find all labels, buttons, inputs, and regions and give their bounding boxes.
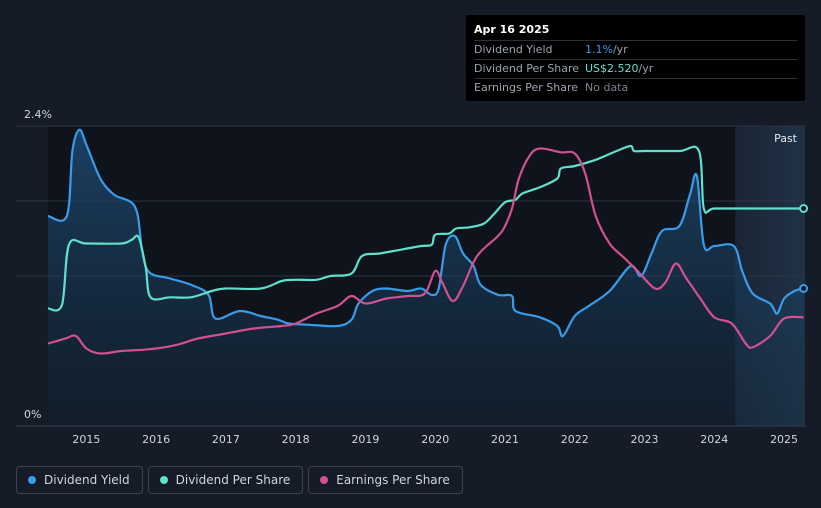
tooltip-label: Dividend Per Share	[474, 62, 580, 75]
dividend-yield-end-marker	[799, 284, 809, 293]
x-tick-label: 2017	[212, 433, 240, 446]
dividend-per-share-end-marker	[799, 204, 809, 213]
x-tick-label: 2021	[491, 433, 519, 446]
x-tick-label: 2015	[72, 433, 100, 446]
tooltip-value: No data	[585, 81, 629, 94]
tooltip-label: Dividend Yield	[474, 43, 553, 56]
dividend-yield-area	[48, 129, 804, 426]
tooltip-row-dividend-yield: Dividend Yield 1.1% /yr	[474, 40, 797, 59]
legend-dot	[320, 476, 329, 484]
past-label: Past	[774, 132, 798, 145]
axis-layer: 2015 2016 2017 2018 2019 2020 2021 2022 2023 2024…	[24, 108, 798, 446]
legend: Dividend Yield Dividend Per Share Earnin…	[16, 466, 463, 494]
x-tick-label: 2025	[770, 433, 798, 446]
y-tick-label: 2.4%	[24, 108, 52, 121]
x-tick-label: 2016	[142, 433, 170, 446]
x-tick-label: 2023	[631, 433, 659, 446]
tooltip-row-dividend-per-share: Dividend Per Share US$2.520 /yr	[474, 59, 797, 78]
tooltip-value: 1.1%	[585, 43, 613, 56]
tooltip-date: Apr 16 2025	[474, 23, 550, 36]
legend-item-dividend-per-share[interactable]: Dividend Per Share	[147, 466, 304, 494]
tooltip-panel: Apr 16 2025 Dividend Yield 1.1% /yr Divi…	[466, 15, 805, 101]
legend-dot	[159, 476, 168, 484]
x-tick-label: 2019	[351, 433, 379, 446]
series-layer	[47, 128, 809, 426]
y-tick-label: 0%	[24, 408, 41, 421]
x-tick-label: 2024	[700, 433, 728, 446]
legend-dot	[28, 476, 36, 484]
earnings-per-share-line	[47, 147, 804, 355]
legend-label: Dividend Yield	[44, 473, 130, 487]
x-tick-label: 2020	[421, 433, 449, 446]
tooltip-unit: /yr	[612, 43, 628, 56]
tooltip-value: US$2.520	[585, 62, 639, 75]
legend-item-dividend-yield[interactable]: Dividend Yield	[16, 466, 143, 494]
legend-item-earnings-per-share[interactable]: Earnings Per Share	[308, 466, 463, 494]
x-tick-label: 2022	[561, 433, 589, 446]
legend-label: Dividend Per Share	[175, 473, 291, 487]
dividend-per-share-line	[47, 144, 804, 312]
tooltip-label: Earnings Per Share	[474, 81, 579, 94]
x-tick-label: 2018	[282, 433, 310, 446]
tooltip-unit: /yr	[638, 62, 654, 75]
tooltip-row-earnings-per-share: Earnings Per Share No data	[474, 78, 797, 97]
legend-label: Earnings Per Share	[336, 473, 450, 487]
dividend-yield-line	[47, 128, 804, 338]
